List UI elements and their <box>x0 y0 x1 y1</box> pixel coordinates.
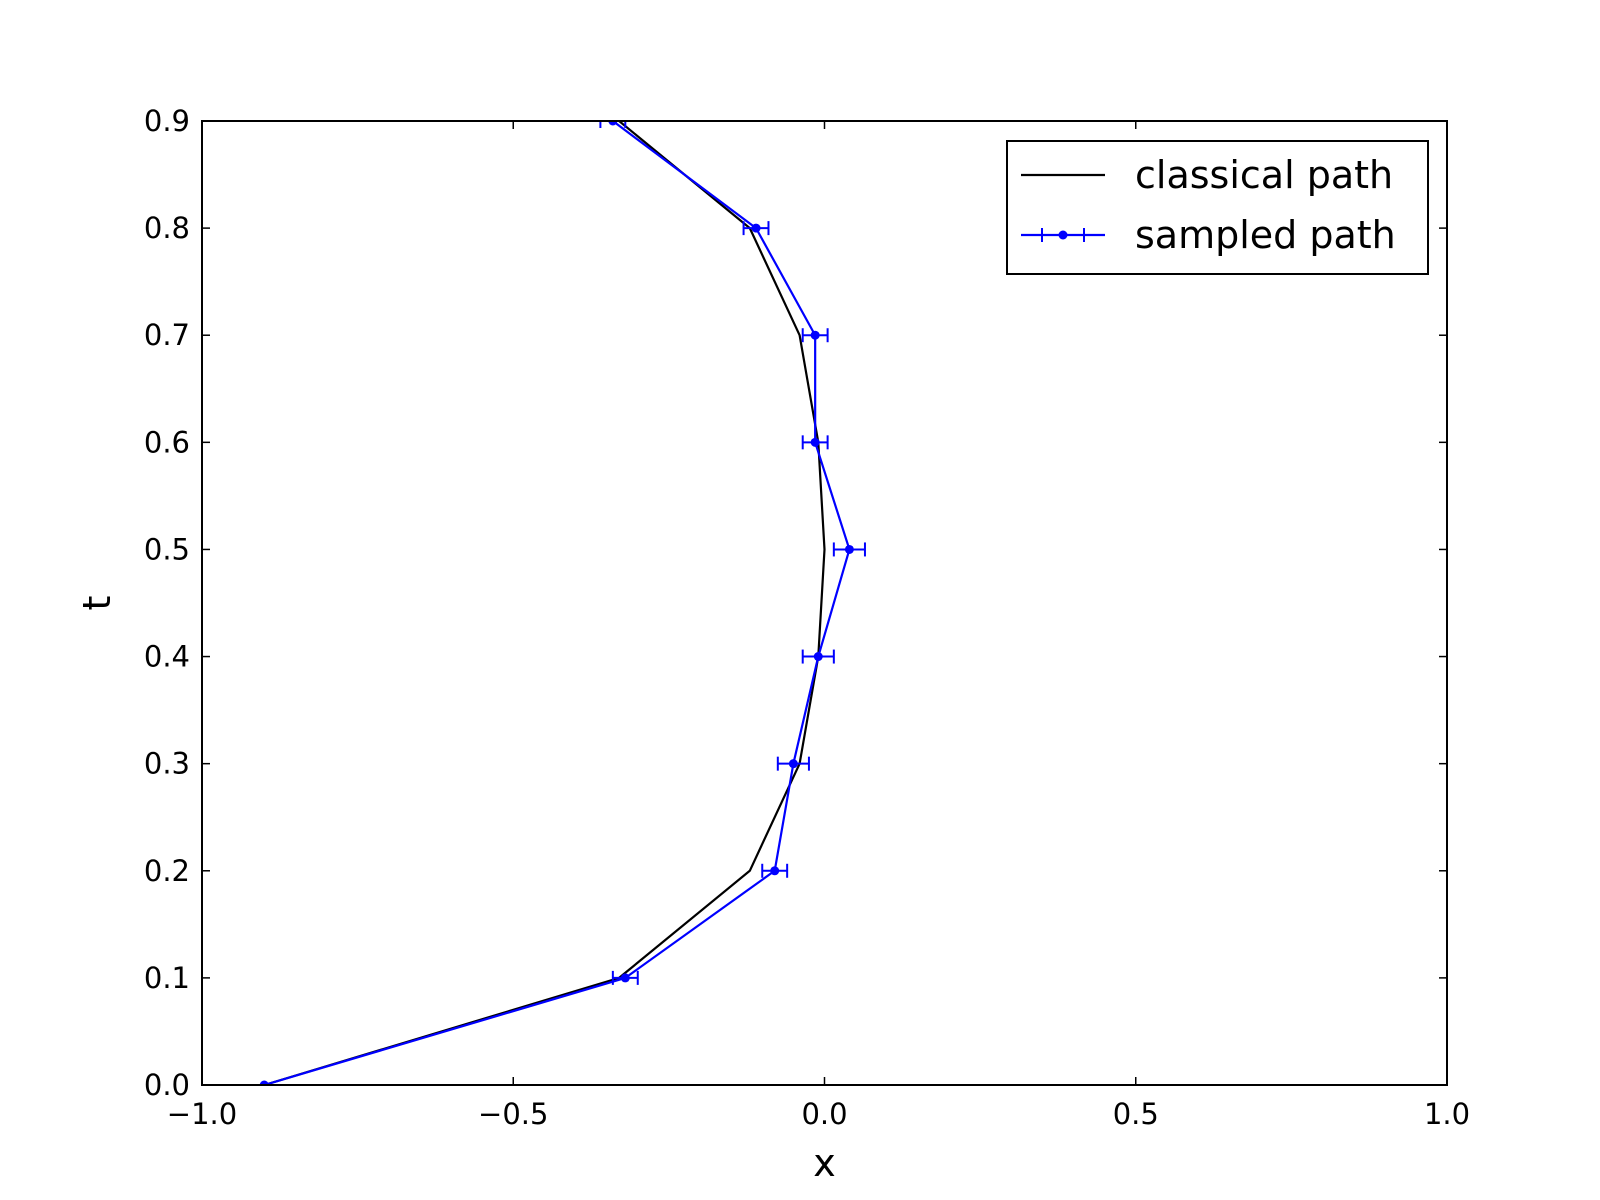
y-tick-label: 0.1 <box>144 961 190 995</box>
x-tick-label: 0.0 <box>801 1097 847 1131</box>
x-tick-label: −1.0 <box>167 1097 237 1131</box>
y-tick-label: 0.5 <box>144 532 190 566</box>
data-point <box>770 866 780 876</box>
y-tick-label: 0.2 <box>144 854 190 888</box>
data-point <box>608 121 618 126</box>
data-point <box>844 544 854 554</box>
legend-marker <box>1058 230 1068 240</box>
data-point <box>620 973 630 983</box>
axes: −1.0 −0.5 0.0 0.5 1.0 0.0 0.1 0.2 0.3 0.4 0.5 0.6 0.… <box>75 104 1470 1185</box>
x-tick-label: −0.5 <box>478 1097 548 1131</box>
data-point <box>259 1080 269 1085</box>
y-tick-label: 0.3 <box>144 747 190 781</box>
y-tick-label: 0.8 <box>144 211 190 245</box>
y-tick-label: 0.9 <box>144 104 190 138</box>
data-point <box>788 759 798 769</box>
data-point <box>751 223 761 233</box>
series-2 <box>259 121 866 1085</box>
legend-box <box>1006 140 1429 275</box>
plot-area <box>259 121 866 1085</box>
series-1 <box>263 121 826 1085</box>
legend-entry-2: sampled path <box>1021 213 1396 257</box>
y-tick-label: 0.0 <box>144 1068 190 1102</box>
sampled-path-line <box>263 121 851 1085</box>
y-axis-label: t <box>75 596 119 611</box>
x-tick-label: 1.0 <box>1424 1097 1470 1131</box>
data-point <box>810 437 820 447</box>
y-tick-label: 0.4 <box>144 640 190 674</box>
legend-label: sampled path <box>1135 213 1396 257</box>
x-axis-label: x <box>813 1141 836 1185</box>
y-tick-label: 0.6 <box>144 425 190 459</box>
legend-label: classical path <box>1135 153 1393 197</box>
classical-path-line <box>263 121 826 1085</box>
legend-entry-1: classical path <box>1021 153 1393 197</box>
data-point <box>810 330 820 340</box>
y-tick-label: 0.7 <box>144 318 190 352</box>
data-point <box>813 652 823 662</box>
legend: classical path sampled path <box>1006 140 1429 275</box>
x-tick-label: 0.5 <box>1113 1097 1159 1131</box>
